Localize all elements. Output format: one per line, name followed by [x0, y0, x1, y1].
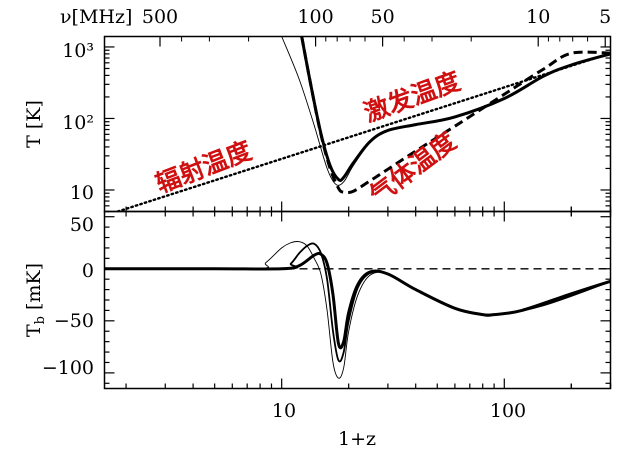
- bottom-y-axis-label: Tb [mK]: [23, 263, 48, 337]
- top-axis-tick-labels: 500 100 50 10 5: [142, 6, 611, 28]
- bottom-panel-frame: [103, 210, 612, 390]
- bottom-ytick-50: 50: [70, 214, 94, 236]
- bottom-ytick-m50: −50: [54, 310, 94, 332]
- top-ytick-100: 10²: [62, 112, 94, 134]
- top-series-dashed: [300, 36, 611, 195]
- bottom-series-solid-thick: [104, 251, 611, 350]
- top-series-solid-thick: [300, 36, 611, 182]
- axis-ticks: [104, 36, 612, 389]
- top-ytick-1000: 10³: [62, 40, 94, 62]
- top-series-group: [113, 36, 611, 212]
- bottom-ytick-0: 0: [82, 260, 94, 282]
- x-axis-label: 1+z: [338, 428, 376, 450]
- top-freq-label: 100: [297, 6, 333, 28]
- xtick-10: 10: [272, 400, 296, 422]
- bottom-series-solid-thin: [104, 241, 611, 379]
- annotation-radiation-temp: 辐射温度: [152, 136, 256, 199]
- top-axis-label: ν[MHz]: [60, 6, 132, 28]
- top-freq-label: 5: [599, 6, 611, 28]
- top-y-axis-label: T [K]: [23, 100, 45, 148]
- bottom-series-group: [104, 241, 611, 379]
- top-freq-label: 500: [142, 6, 178, 28]
- xtick-100: 100: [490, 400, 526, 422]
- bottom-ytick-m100: −100: [42, 357, 94, 379]
- top-ytick-10: 10: [70, 182, 94, 204]
- top-freq-label: 10: [526, 6, 550, 28]
- top-series-solid-thin: [281, 36, 611, 186]
- top-freq-label: 50: [371, 6, 395, 28]
- bottom-series-solid-medium: [104, 242, 611, 363]
- annotation-gas-temp: 气体温度: [363, 126, 461, 210]
